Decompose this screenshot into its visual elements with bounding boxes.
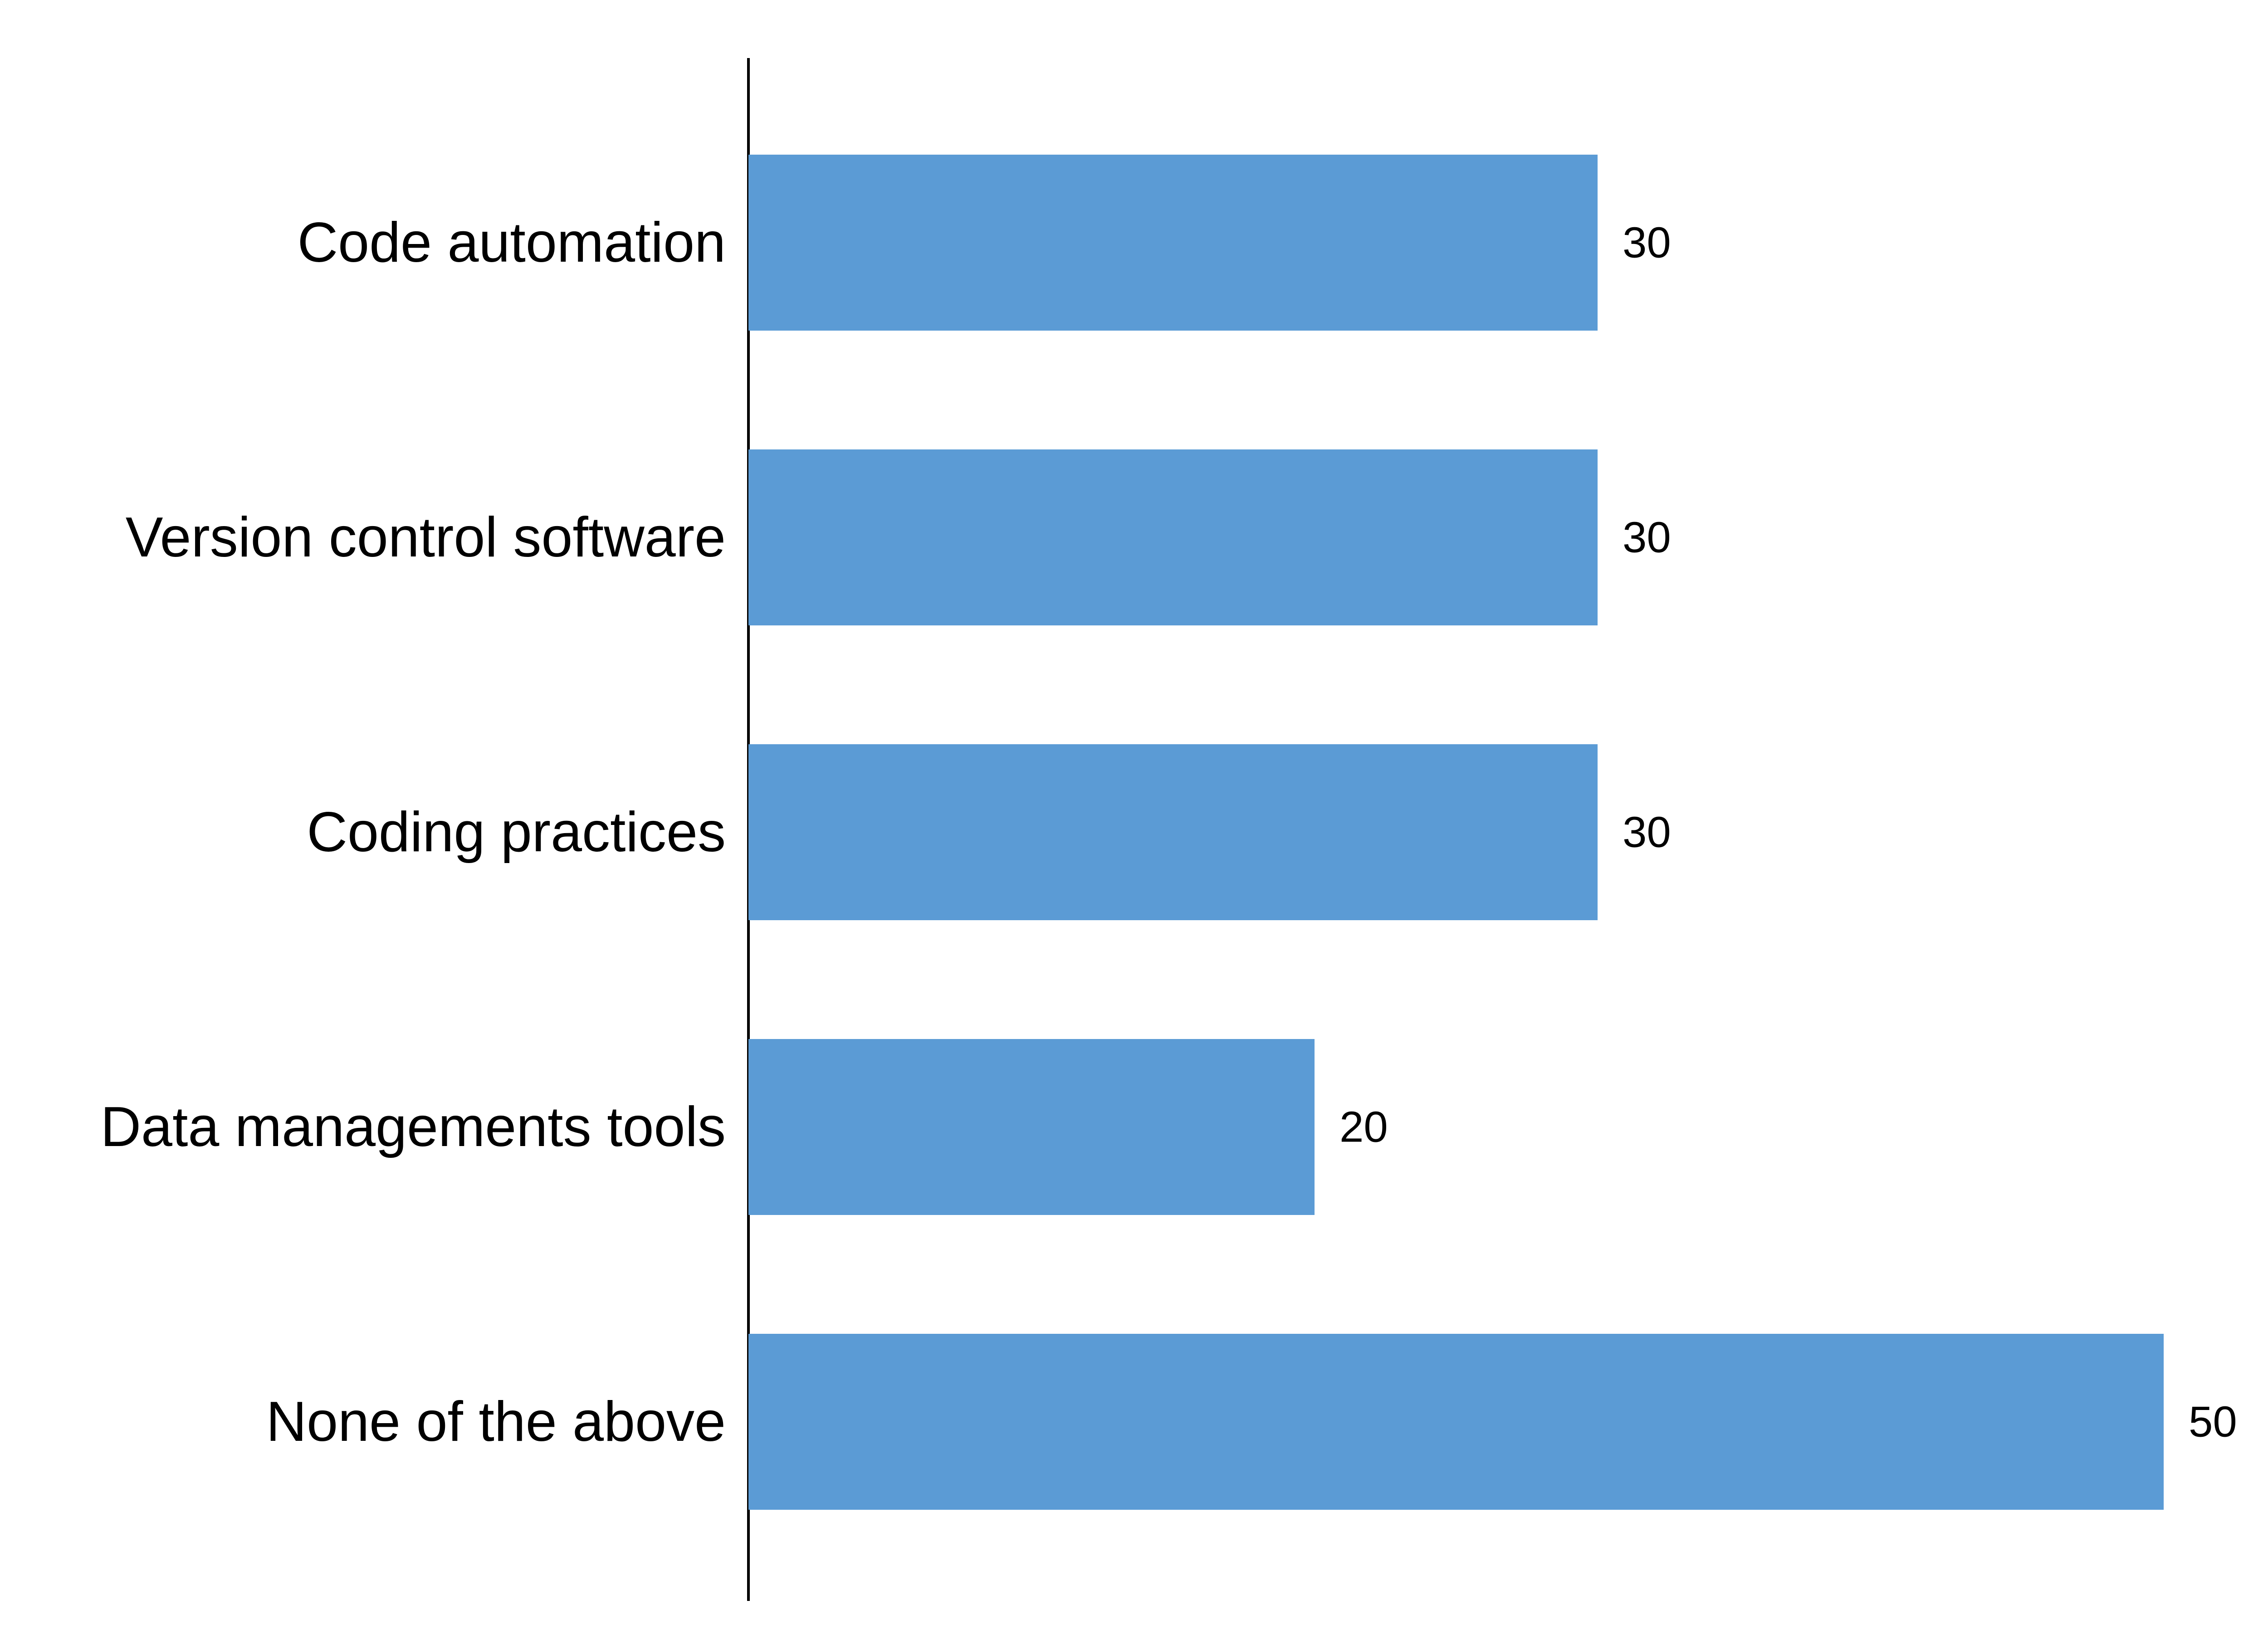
value-label: 20 [1339,1103,1388,1151]
category-labels-group: Code automation Version control software C… [100,211,726,1453]
bar [748,1039,1315,1215]
bars-group [748,155,2164,1510]
value-label: 30 [1623,513,1671,562]
category-label: None of the above [266,1390,726,1453]
category-label: Coding practices [307,801,726,864]
value-label: 30 [1623,808,1671,857]
value-label: 50 [2189,1398,2237,1446]
value-label: 30 [1623,219,1671,267]
value-labels-group: 30 30 30 20 50 [1339,219,2237,1446]
bar [748,1334,2164,1510]
bar [748,744,1598,920]
bar [748,155,1598,331]
category-label: Data managements tools [100,1096,726,1158]
bar [748,449,1598,625]
category-label: Version control software [126,506,726,569]
category-label: Code automation [298,211,726,274]
